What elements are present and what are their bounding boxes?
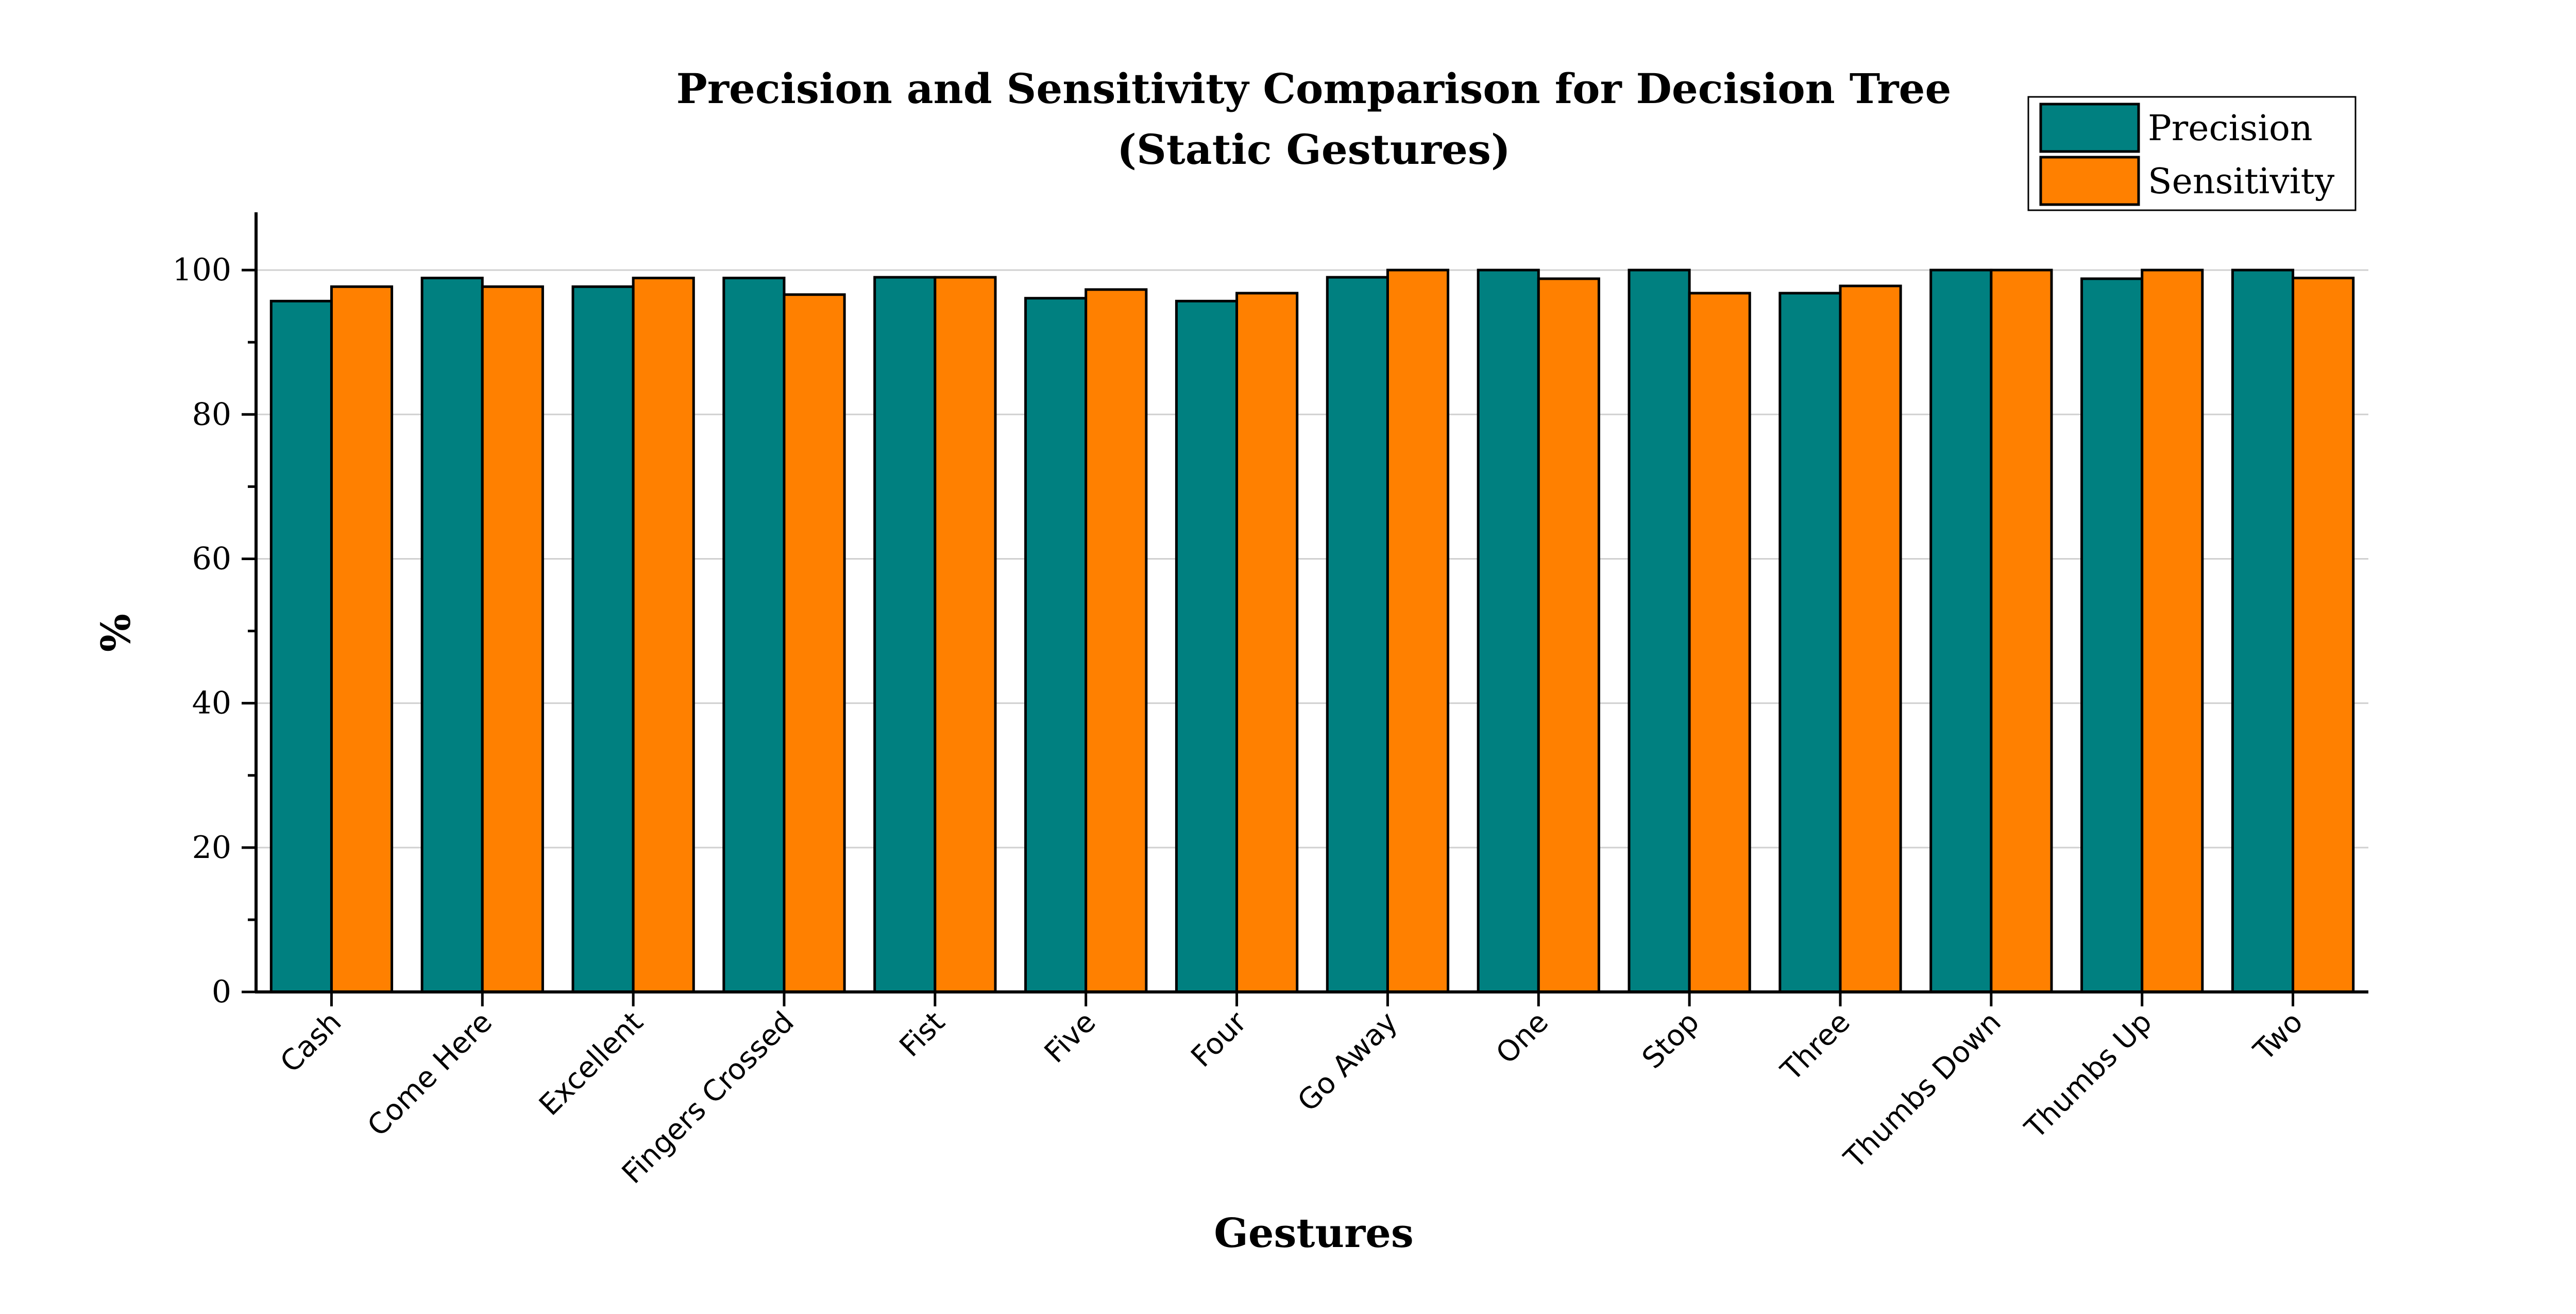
bar-sensitivity: [1688, 292, 1751, 993]
bar-sensitivity: [1839, 284, 1902, 993]
bar-precision: [571, 285, 635, 993]
bar-precision: [1024, 297, 1088, 993]
bar-precision: [1628, 268, 1691, 993]
y-tick-label: 100: [172, 252, 231, 288]
bar-precision: [873, 276, 937, 993]
bar-sensitivity: [1386, 268, 1450, 993]
legend-label: Precision: [2148, 108, 2313, 149]
bar-precision: [2231, 268, 2295, 993]
chart-subtitle: (Static Gestures): [1117, 125, 1511, 174]
y-tick-label: 40: [192, 685, 231, 721]
bar-sensitivity: [783, 293, 846, 993]
legend-swatch-sensitivity: [2039, 156, 2140, 206]
bars: [269, 268, 2355, 993]
legend-label: Sensitivity: [2148, 161, 2335, 202]
bar-sensitivity: [1537, 277, 1600, 993]
bar-precision: [269, 299, 333, 993]
bar-precision: [2080, 277, 2144, 993]
bar-precision: [1326, 276, 1389, 993]
bar-sensitivity: [1990, 268, 2053, 993]
bar-sensitivity: [481, 285, 544, 993]
bar-sensitivity: [330, 285, 394, 993]
bar-precision: [1929, 268, 1993, 993]
bar-sensitivity: [1235, 292, 1299, 993]
bar-precision: [722, 276, 786, 993]
chart-title: Precision and Sensitivity Comparison for…: [676, 64, 1952, 113]
legend: Precision Sensitivity: [2027, 96, 2357, 211]
bar-sensitivity: [2141, 268, 2204, 993]
x-axis-title: Gestures: [1214, 1210, 1414, 1257]
y-ticks: 0 20 40 60 80 100: [172, 252, 256, 1010]
bar-precision: [1778, 292, 1842, 993]
bar-sensitivity: [632, 276, 695, 993]
bar-sensitivity: [934, 276, 997, 993]
legend-swatch-precision: [2039, 103, 2140, 153]
y-tick-label: 60: [192, 541, 231, 577]
bar-sensitivity: [2292, 276, 2355, 993]
y-tick-label: 0: [212, 974, 231, 1010]
bar-precision: [1477, 268, 1540, 993]
bar-precision: [420, 276, 484, 993]
bar-precision: [1175, 299, 1239, 993]
y-tick-label: 20: [192, 830, 231, 866]
bar-sensitivity: [1084, 288, 1148, 993]
y-tick-label: 80: [192, 396, 231, 432]
y-axis-title: %: [93, 614, 140, 652]
